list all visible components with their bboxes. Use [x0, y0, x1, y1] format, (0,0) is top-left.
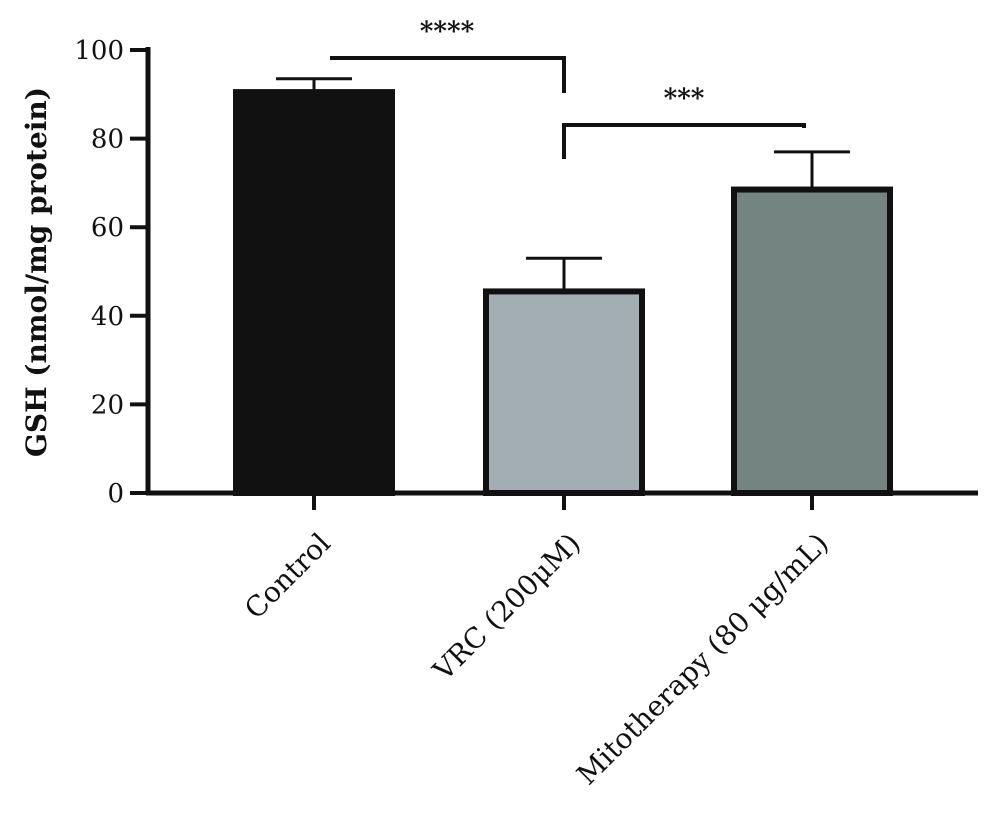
significance-bracket-1: [562, 123, 806, 159]
plot-area: 0 20 40 60 80 100 Control VRC (200μM)Mitotherap…: [74, 17, 978, 791]
y-tick-label: 20: [91, 390, 124, 420]
y-tick-label: 80: [91, 125, 124, 155]
y-axis-label: GSH (nmol/mg protein): [20, 87, 53, 457]
significance-label-1: ***: [664, 84, 705, 114]
y-tick-label: 0: [107, 479, 124, 509]
significance-label-0: ****: [420, 17, 475, 47]
category-label: VRC (200μM): [426, 527, 587, 688]
bar-0: [233, 89, 395, 497]
significance-bracket-0: [330, 56, 566, 93]
y-tick-label: 60: [91, 213, 124, 243]
category-label: Control: [238, 527, 337, 626]
y-tick-label: 40: [91, 302, 124, 332]
bar-1: [483, 288, 645, 496]
bar-2: [731, 186, 893, 496]
y-tick-label: 100: [74, 36, 124, 66]
category-label: Mitotherapy (80 μg/mL): [570, 527, 835, 792]
